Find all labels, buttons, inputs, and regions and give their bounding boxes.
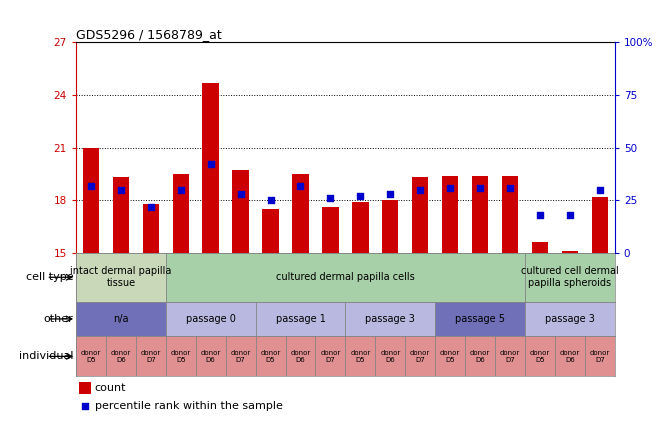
Text: donor
D7: donor D7 (500, 350, 520, 363)
Bar (525, 253, 615, 302)
Text: passage 3: passage 3 (545, 314, 595, 324)
Bar (143, 204, 159, 253)
Bar (112, 178, 129, 253)
Point (116, 187, 126, 193)
Point (265, 197, 276, 204)
Bar (315, 336, 345, 376)
Text: donor
D5: donor D5 (440, 350, 460, 363)
Point (355, 193, 366, 200)
Bar (442, 176, 458, 253)
Bar (79, 382, 91, 393)
Point (445, 184, 455, 191)
Bar (76, 253, 166, 302)
Bar (555, 336, 585, 376)
Text: donor
D5: donor D5 (529, 350, 550, 363)
Text: donor
D6: donor D6 (380, 350, 401, 363)
Bar (562, 251, 578, 253)
Text: donor
D6: donor D6 (200, 350, 221, 363)
Bar (256, 336, 286, 376)
Point (175, 187, 186, 193)
Bar (502, 176, 518, 253)
Bar (166, 302, 256, 336)
Point (385, 191, 395, 198)
Bar (76, 336, 106, 376)
Text: cell type: cell type (26, 272, 73, 282)
Text: passage 0: passage 0 (186, 314, 235, 324)
Text: donor
D7: donor D7 (321, 350, 340, 363)
Text: donor
D5: donor D5 (350, 350, 370, 363)
Bar (292, 174, 309, 253)
Bar (525, 336, 555, 376)
Text: cultured cell dermal
papilla spheroids: cultured cell dermal papilla spheroids (521, 266, 619, 288)
Bar (405, 336, 435, 376)
Bar (173, 174, 189, 253)
Bar (435, 302, 525, 336)
Text: donor
D7: donor D7 (231, 350, 251, 363)
Point (475, 184, 485, 191)
Text: donor
D7: donor D7 (141, 350, 161, 363)
Bar (345, 302, 435, 336)
Bar (106, 336, 136, 376)
Bar (375, 336, 405, 376)
Text: donor
D6: donor D6 (560, 350, 580, 363)
Bar (233, 170, 249, 253)
Point (235, 191, 246, 198)
Text: percentile rank within the sample: percentile rank within the sample (95, 401, 283, 411)
Bar (531, 242, 548, 253)
Bar (592, 197, 608, 253)
Bar (76, 302, 166, 336)
Point (564, 212, 575, 218)
Text: intact dermal papilla
tissue: intact dermal papilla tissue (70, 266, 172, 288)
Text: donor
D6: donor D6 (470, 350, 490, 363)
Point (79, 403, 90, 409)
Text: donor
D6: donor D6 (111, 350, 131, 363)
Point (206, 161, 216, 168)
Point (325, 195, 336, 202)
Bar (262, 209, 279, 253)
Point (295, 182, 306, 189)
Text: donor
D6: donor D6 (290, 350, 311, 363)
Point (594, 187, 605, 193)
Text: passage 3: passage 3 (366, 314, 415, 324)
Bar (136, 336, 166, 376)
Text: donor
D7: donor D7 (410, 350, 430, 363)
Text: passage 1: passage 1 (276, 314, 325, 324)
Text: n/a: n/a (113, 314, 129, 324)
Bar (202, 82, 219, 253)
Text: individual: individual (19, 352, 73, 361)
Bar (525, 302, 615, 336)
Bar (256, 302, 345, 336)
Bar (585, 336, 615, 376)
Bar (435, 336, 465, 376)
Text: cultured dermal papilla cells: cultured dermal papilla cells (276, 272, 414, 282)
Bar (412, 178, 428, 253)
Point (505, 184, 516, 191)
Bar (382, 201, 399, 253)
Text: donor
D7: donor D7 (590, 350, 610, 363)
Text: donor
D5: donor D5 (81, 350, 101, 363)
Text: GDS5296 / 1568789_at: GDS5296 / 1568789_at (76, 28, 221, 41)
Bar (472, 176, 488, 253)
Bar (352, 202, 369, 253)
Bar (166, 253, 525, 302)
Bar (322, 207, 338, 253)
Text: other: other (44, 314, 73, 324)
Bar (345, 336, 375, 376)
Point (86, 182, 97, 189)
Bar (196, 336, 225, 376)
Text: count: count (95, 383, 126, 393)
Point (415, 187, 426, 193)
Text: donor
D5: donor D5 (171, 350, 191, 363)
Bar (286, 336, 315, 376)
Point (535, 212, 545, 218)
Bar (83, 148, 99, 253)
Bar (225, 336, 256, 376)
Bar (465, 336, 495, 376)
Bar (495, 336, 525, 376)
Point (145, 203, 156, 210)
Text: donor
D5: donor D5 (260, 350, 281, 363)
Bar (166, 336, 196, 376)
Text: passage 5: passage 5 (455, 314, 505, 324)
